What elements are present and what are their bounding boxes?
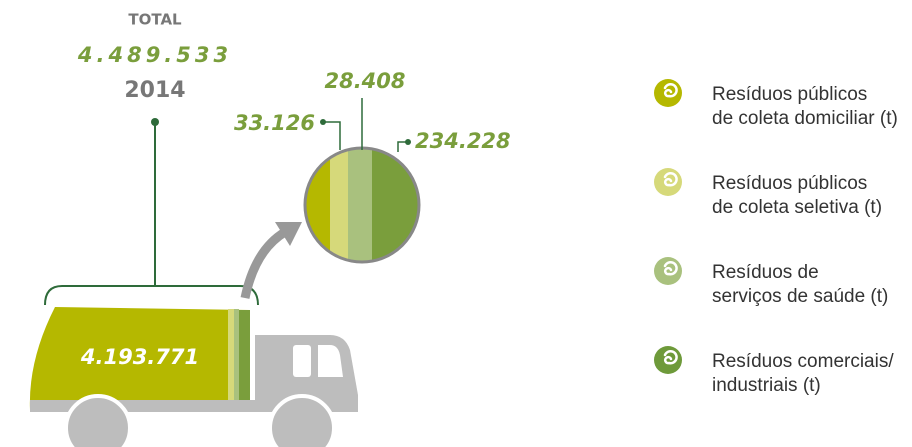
- legend-text: Resíduos de: [712, 262, 819, 283]
- legend-icon: [654, 346, 682, 374]
- legend: Resíduos públicos de coleta domiciliar (t…: [654, 79, 898, 396]
- legend-text: Resíduos públicos: [712, 173, 867, 194]
- wheel: [268, 394, 336, 447]
- stripe: [239, 310, 250, 410]
- legend-icon: [654, 168, 682, 196]
- window: [293, 345, 311, 377]
- legend-text: industriais (t): [712, 375, 821, 396]
- wheel: [64, 394, 132, 447]
- leader: [397, 141, 408, 152]
- part-value: 28.408: [324, 69, 405, 93]
- legend-swirl: [663, 261, 678, 276]
- segment: [330, 149, 348, 261]
- legend-text: Resíduos comerciais/: [712, 351, 894, 372]
- stripe: [234, 309, 239, 410]
- arrow: [240, 228, 288, 299]
- total-value: 4.489.533: [77, 43, 232, 67]
- dot: [405, 139, 411, 145]
- window: [318, 345, 343, 377]
- segment: [372, 149, 418, 261]
- legend-text: de coleta seletiva (t): [712, 197, 882, 218]
- stripe: [228, 309, 234, 410]
- legend-text: Resíduos públicos: [712, 84, 867, 105]
- legend-icon: [654, 257, 682, 285]
- truck-body: [29, 307, 251, 410]
- part-value: 234.228: [415, 129, 511, 153]
- legend-text: serviços de saúde (t): [712, 286, 888, 307]
- dot: [320, 119, 326, 125]
- legend-swirl: [663, 83, 678, 98]
- arrow-head: [275, 222, 302, 246]
- leader: [323, 121, 341, 150]
- legend-swirl: [663, 350, 678, 365]
- part-value: 33.126: [234, 111, 315, 135]
- total-label: TOTAL: [128, 11, 182, 29]
- bracket: [44, 285, 259, 306]
- legend-swirl: [663, 172, 678, 187]
- legend-text: de coleta domiciliar (t): [712, 108, 898, 129]
- segment: [348, 149, 372, 261]
- legend-icon: [654, 79, 682, 107]
- total-year: 2014: [124, 78, 185, 103]
- truck-value: 4.193.771: [80, 345, 199, 369]
